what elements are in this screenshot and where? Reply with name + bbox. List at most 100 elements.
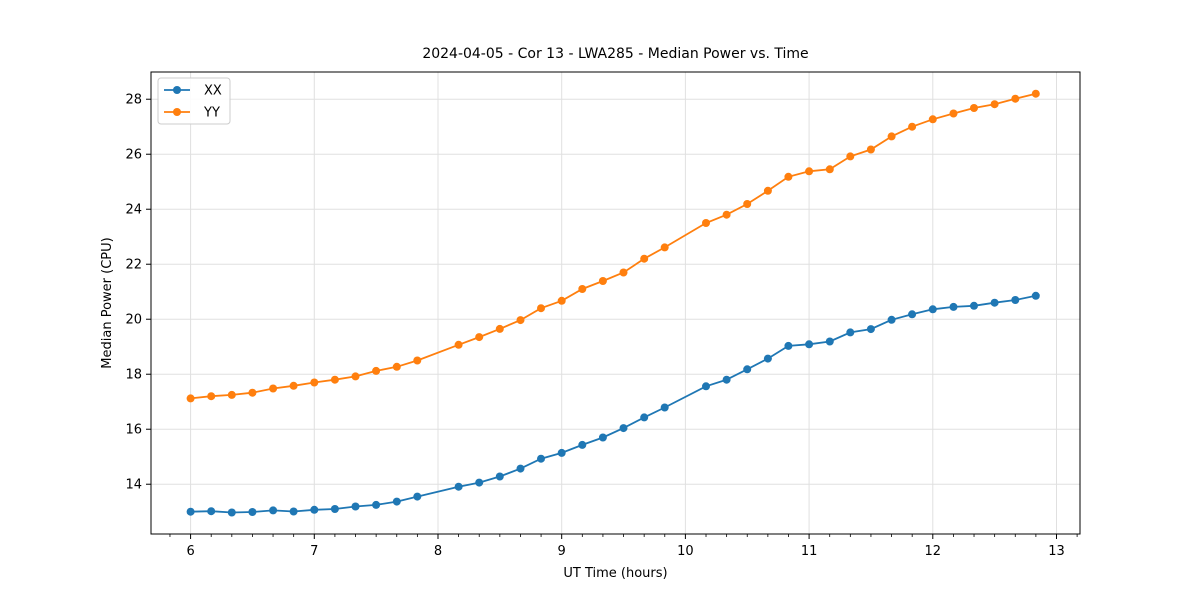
- series-xx-marker: [1011, 296, 1020, 304]
- series-xx-marker: [640, 413, 649, 422]
- y-tick-label: 14: [125, 478, 142, 493]
- y-tick-label: 16: [125, 423, 142, 438]
- series-yy-marker: [846, 152, 855, 161]
- series-xx-marker: [330, 505, 339, 513]
- series-xx-marker: [227, 508, 236, 517]
- series-yy-marker: [825, 165, 834, 174]
- series-yy-marker: [578, 285, 587, 293]
- series-xx-marker: [825, 337, 834, 346]
- x-tick-label: 6: [186, 544, 194, 559]
- series-yy-marker: [1031, 89, 1040, 98]
- y-tick-label: 24: [125, 203, 142, 218]
- series-xx-marker: [578, 440, 587, 449]
- series-xx-marker: [413, 492, 422, 501]
- series-xx-marker: [495, 472, 504, 481]
- series-yy-marker: [207, 392, 216, 401]
- series-xx-marker: [702, 382, 710, 391]
- series-yy-marker: [660, 243, 669, 252]
- y-tick-label: 18: [125, 368, 142, 383]
- series-xx-marker: [186, 507, 195, 516]
- series-xx-marker: [248, 508, 257, 516]
- y-tick-label: 28: [125, 93, 142, 108]
- series-xx-marker: [289, 507, 298, 516]
- series-yy-marker: [908, 122, 917, 131]
- series-xx-marker: [516, 464, 525, 473]
- series-yy-marker: [269, 384, 278, 393]
- series-xx-marker: [598, 433, 607, 442]
- series-xx-marker: [372, 500, 381, 509]
- series-yy-marker: [227, 390, 236, 399]
- series-yy: [186, 89, 1040, 403]
- series-xx-marker: [207, 507, 216, 516]
- x-tick-label: 13: [1048, 544, 1065, 559]
- y-tick-label: 26: [125, 148, 142, 163]
- series-xx-marker: [454, 482, 463, 491]
- series-xx-marker: [557, 448, 566, 457]
- series-yy-marker: [866, 145, 875, 154]
- y-axis-label: Median Power (CPU): [100, 237, 115, 368]
- series-yy-marker: [619, 268, 628, 277]
- series-xx-marker: [310, 505, 319, 514]
- series-yy-marker: [413, 356, 422, 365]
- x-tick-label: 7: [310, 544, 318, 559]
- series-xx-marker: [269, 506, 278, 515]
- series-yy-marker: [248, 388, 257, 397]
- series-yy-marker: [598, 277, 607, 285]
- series-xx-marker: [990, 298, 999, 307]
- x-axis-label: UT Time (hours): [563, 566, 667, 581]
- series-yy-marker: [949, 109, 958, 118]
- series-xx-marker: [1031, 291, 1040, 300]
- series-yy-marker: [186, 394, 195, 403]
- grid: [151, 72, 1080, 534]
- series-yy-marker: [330, 375, 339, 384]
- series-xx-marker: [949, 302, 958, 311]
- series-xx-marker: [866, 325, 875, 334]
- legend-label-xx: XX: [204, 84, 222, 99]
- x-tick-label: 11: [801, 544, 818, 559]
- series-yy-marker: [289, 381, 298, 390]
- series-yy-marker: [743, 200, 752, 208]
- series-xx-marker: [928, 305, 937, 314]
- series-yy-marker: [537, 304, 545, 313]
- x-tick-label: 10: [677, 544, 694, 559]
- series-yy-marker: [516, 316, 525, 325]
- series-xx-marker: [475, 478, 484, 487]
- series-xx-marker: [351, 502, 360, 511]
- series-yy-marker: [928, 115, 937, 124]
- series-yy-marker: [970, 104, 978, 112]
- series-xx-marker: [908, 310, 917, 319]
- series-xx-marker: [887, 315, 896, 324]
- series-yy-marker: [763, 186, 772, 195]
- y-tick-label: 22: [125, 258, 142, 273]
- series-yy-marker: [495, 324, 504, 333]
- plot-border: [150, 71, 1081, 535]
- series-yy-line: [190, 92, 1037, 400]
- legend-marker-sample: [173, 86, 181, 94]
- series-yy-marker: [372, 366, 381, 375]
- axes-ticks: 6 7 8 9 10 11 12 13 14 16 18 20 22 24 26 28: [125, 93, 1078, 559]
- series-yy-marker: [475, 333, 484, 342]
- series-yy-marker: [1011, 94, 1020, 103]
- series-xx-line: [190, 294, 1036, 514]
- series-yy-marker: [640, 254, 649, 263]
- x-tick-label: 8: [434, 544, 442, 559]
- series-yy-marker: [310, 378, 319, 387]
- series-yy-marker: [722, 210, 731, 219]
- series-yy-marker: [784, 172, 793, 181]
- legend: XX YY: [157, 77, 231, 125]
- series-yy-marker: [805, 167, 814, 176]
- series-xx-marker: [537, 454, 545, 463]
- series-yy-marker: [887, 132, 896, 141]
- series-yy-marker: [557, 296, 566, 305]
- series-yy-marker: [990, 100, 999, 109]
- legend-marker-sample: [173, 108, 181, 116]
- series-xx-marker: [805, 340, 814, 349]
- y-tick-label: 20: [125, 313, 142, 328]
- x-tick-label: 12: [925, 544, 942, 559]
- series-yy-marker: [392, 362, 401, 371]
- legend-label-yy: YY: [203, 106, 220, 121]
- series-yy-marker: [351, 372, 360, 381]
- series-xx-marker: [763, 354, 772, 363]
